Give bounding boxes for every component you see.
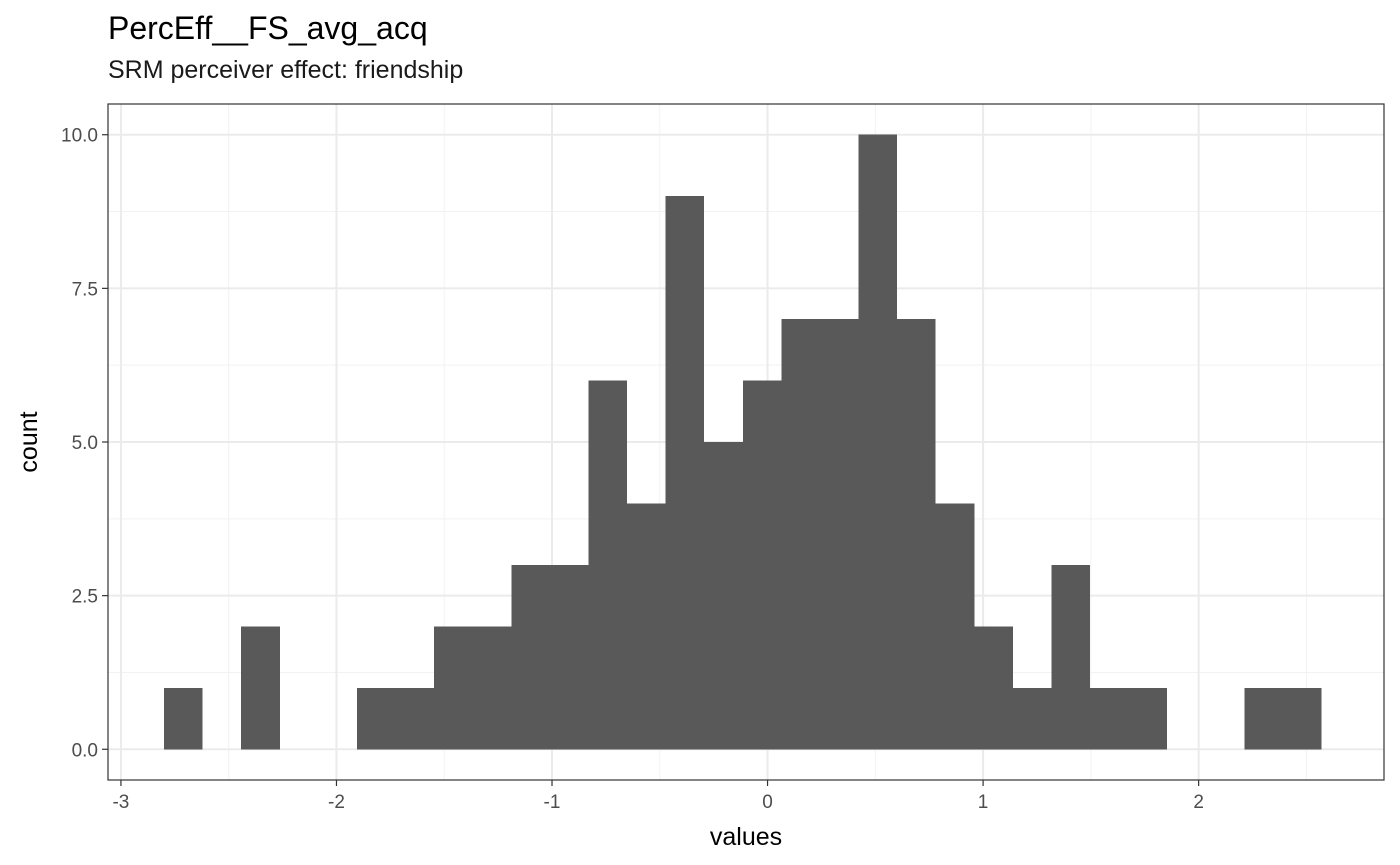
histogram-bar — [1244, 687, 1283, 750]
x-tick-label: 1 — [978, 792, 989, 813]
histogram-bar — [897, 319, 936, 750]
histogram-bar — [858, 134, 898, 750]
histogram-bar — [781, 319, 820, 750]
y-tick-label: 5.0 — [72, 433, 98, 454]
x-tick-label: -2 — [328, 792, 345, 813]
histogram-bar — [1012, 687, 1052, 750]
histogram-bar — [1128, 687, 1168, 750]
x-tick-label: -3 — [112, 792, 129, 813]
histogram-bar — [704, 442, 743, 750]
x-axis-title: values — [710, 823, 782, 851]
y-tick-label: 0.0 — [72, 740, 98, 761]
chart-title: PercEff__FS_avg_acq — [108, 10, 428, 46]
histogram-bar — [974, 626, 1013, 750]
histogram-bar — [164, 687, 203, 750]
histogram-bar — [588, 380, 628, 750]
histogram-bar — [241, 626, 280, 750]
histogram-bar — [742, 380, 782, 750]
y-axis-title: count — [15, 411, 43, 472]
histogram-bar — [356, 687, 396, 750]
histogram-bar — [1282, 687, 1322, 750]
y-tick-label: 2.5 — [72, 587, 98, 608]
histogram-bar — [665, 196, 705, 750]
chart-subtitle: SRM perceiver effect: friendship — [108, 56, 464, 84]
histogram-bar — [549, 564, 589, 750]
y-axis: 0.0 2.5 5.0 7.5 10.0 — [61, 126, 108, 761]
histogram-bar — [1051, 564, 1091, 750]
histogram-bar — [819, 319, 859, 750]
histogram-bar — [935, 503, 975, 750]
histogram-bar — [627, 503, 666, 750]
x-tick-label: 0 — [762, 792, 773, 813]
histogram-bar — [434, 626, 473, 750]
histogram-bar — [472, 626, 512, 750]
x-tick-label: 2 — [1193, 792, 1204, 813]
histogram-bar — [1090, 687, 1129, 750]
y-tick-label: 7.5 — [72, 279, 98, 300]
y-tick-label: 10.0 — [61, 126, 98, 147]
histogram-bars — [164, 134, 1322, 750]
x-axis: -3 -2 -1 0 1 2 — [112, 780, 1204, 813]
histogram-bar — [395, 687, 435, 750]
x-tick-label: -1 — [544, 792, 561, 813]
histogram-bar — [511, 564, 550, 750]
